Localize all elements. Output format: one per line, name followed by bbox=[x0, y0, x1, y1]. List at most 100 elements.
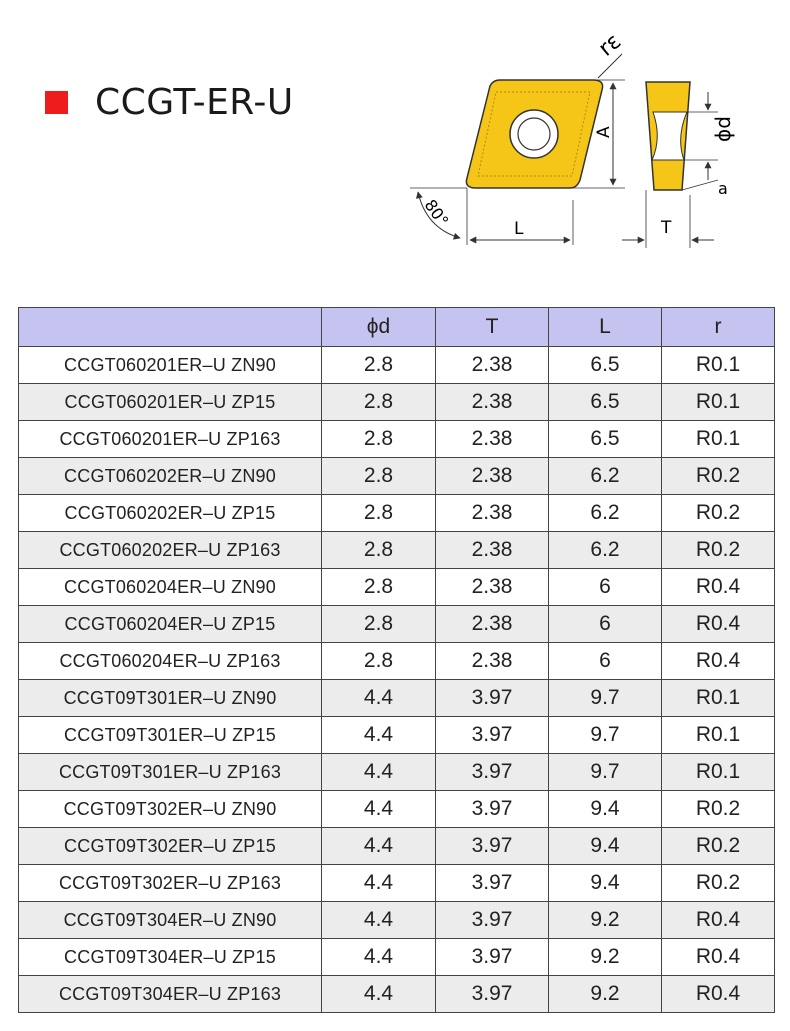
table-row: CCGT09T304ER–U ZP15 4.4 3.97 9.2 R0.4 bbox=[18, 938, 775, 976]
cell-radius: R0.1 bbox=[661, 420, 775, 458]
cell-hole-diameter: 4.4 bbox=[321, 901, 436, 939]
header-hole-diameter: ϕd bbox=[321, 307, 436, 347]
table-row: CCGT09T302ER–U ZP163 4.4 3.97 9.4 R0.2 bbox=[18, 864, 775, 902]
cell-length: 6.5 bbox=[548, 420, 662, 458]
table-header-row: ϕd T L r bbox=[18, 307, 775, 347]
cell-length: 6.2 bbox=[548, 494, 662, 532]
cell-hole-diameter: 4.4 bbox=[321, 975, 436, 1013]
a-label: a bbox=[718, 179, 728, 198]
table-row: CCGT09T301ER–U ZP163 4.4 3.97 9.7 R0.1 bbox=[18, 753, 775, 791]
table-row: CCGT060201ER–U ZN90 2.8 2.38 6.5 R0.1 bbox=[18, 346, 775, 384]
cell-radius: R0.4 bbox=[661, 568, 775, 606]
cell-thickness: 2.38 bbox=[435, 605, 549, 643]
cell-thickness: 3.97 bbox=[435, 938, 549, 976]
cell-radius: R0.4 bbox=[661, 605, 775, 643]
table-row: CCGT060204ER–U ZP15 2.8 2.38 6 R0.4 bbox=[18, 605, 775, 643]
cell-radius: R0.1 bbox=[661, 753, 775, 791]
cell-model: CCGT060201ER–U ZN90 bbox=[18, 346, 322, 384]
cell-model: CCGT060204ER–U ZP163 bbox=[18, 642, 322, 680]
corner-radius-label: rε bbox=[594, 29, 626, 62]
table-row: CCGT060204ER–U ZP163 2.8 2.38 6 R0.4 bbox=[18, 642, 775, 680]
cell-thickness: 3.97 bbox=[435, 716, 549, 754]
cell-hole-diameter: 4.4 bbox=[321, 790, 436, 828]
cell-hole-diameter: 2.8 bbox=[321, 531, 436, 569]
cell-length: 9.7 bbox=[548, 716, 662, 754]
cell-radius: R0.4 bbox=[661, 938, 775, 976]
cell-model: CCGT060202ER–U ZP163 bbox=[18, 531, 322, 569]
cell-radius: R0.4 bbox=[661, 642, 775, 680]
cell-radius: R0.2 bbox=[661, 494, 775, 532]
cell-model: CCGT09T304ER–U ZN90 bbox=[18, 901, 322, 939]
cell-length: 6.5 bbox=[548, 346, 662, 384]
table-row: CCGT060204ER–U ZN90 2.8 2.38 6 R0.4 bbox=[18, 568, 775, 606]
cell-hole-diameter: 2.8 bbox=[321, 642, 436, 680]
table-row: CCGT060202ER–U ZP163 2.8 2.38 6.2 R0.2 bbox=[18, 531, 775, 569]
cell-model: CCGT060201ER–U ZP15 bbox=[18, 383, 322, 421]
cell-radius: R0.2 bbox=[661, 457, 775, 495]
cell-model: CCGT09T302ER–U ZP163 bbox=[18, 864, 322, 902]
cell-radius: R0.2 bbox=[661, 827, 775, 865]
cell-length: 9.2 bbox=[548, 901, 662, 939]
cell-thickness: 3.97 bbox=[435, 679, 549, 717]
cell-length: 9.7 bbox=[548, 679, 662, 717]
cell-hole-diameter: 2.8 bbox=[321, 346, 436, 384]
cell-radius: R0.4 bbox=[661, 975, 775, 1013]
cell-hole-diameter: 4.4 bbox=[321, 753, 436, 791]
cell-thickness: 3.97 bbox=[435, 975, 549, 1013]
cell-model: CCGT09T304ER–U ZP163 bbox=[18, 975, 322, 1013]
cell-radius: R0.1 bbox=[661, 383, 775, 421]
length-label: L bbox=[514, 219, 524, 239]
table-row: CCGT09T301ER–U ZN90 4.4 3.97 9.7 R0.1 bbox=[18, 679, 775, 717]
cell-length: 6 bbox=[548, 568, 662, 606]
cell-model: CCGT09T304ER–U ZP15 bbox=[18, 938, 322, 976]
red-square-icon bbox=[45, 91, 68, 114]
cell-thickness: 2.38 bbox=[435, 420, 549, 458]
cell-thickness: 2.38 bbox=[435, 457, 549, 495]
cell-thickness: 3.97 bbox=[435, 901, 549, 939]
cell-thickness: 3.97 bbox=[435, 864, 549, 902]
table-row: CCGT060201ER–U ZP15 2.8 2.38 6.5 R0.1 bbox=[18, 383, 775, 421]
cell-model: CCGT09T302ER–U ZP15 bbox=[18, 827, 322, 865]
cell-thickness: 2.38 bbox=[435, 642, 549, 680]
cell-model: CCGT060202ER–U ZN90 bbox=[18, 457, 322, 495]
cell-model: CCGT09T301ER–U ZP163 bbox=[18, 753, 322, 791]
cell-thickness: 2.38 bbox=[435, 568, 549, 606]
header-thickness: T bbox=[435, 307, 549, 347]
table-row: CCGT060201ER–U ZP163 2.8 2.38 6.5 R0.1 bbox=[18, 420, 775, 458]
cell-length: 9.2 bbox=[548, 975, 662, 1013]
cell-model: CCGT060204ER–U ZP15 bbox=[18, 605, 322, 643]
cell-radius: R0.2 bbox=[661, 531, 775, 569]
cell-length: 9.7 bbox=[548, 753, 662, 791]
cell-radius: R0.1 bbox=[661, 716, 775, 754]
cell-model: CCGT060201ER–U ZP163 bbox=[18, 420, 322, 458]
hole-label: ϕd bbox=[711, 116, 735, 142]
cell-thickness: 3.97 bbox=[435, 790, 549, 828]
cell-thickness: 2.38 bbox=[435, 383, 549, 421]
cell-model: CCGT060202ER–U ZP15 bbox=[18, 494, 322, 532]
header-length: L bbox=[548, 307, 662, 347]
cell-radius: R0.4 bbox=[661, 901, 775, 939]
cell-model: CCGT060204ER–U ZN90 bbox=[18, 568, 322, 606]
cell-hole-diameter: 2.8 bbox=[321, 420, 436, 458]
table-row: CCGT09T304ER–U ZN90 4.4 3.97 9.2 R0.4 bbox=[18, 901, 775, 939]
cell-length: 6 bbox=[548, 605, 662, 643]
cell-hole-diameter: 2.8 bbox=[321, 568, 436, 606]
cell-thickness: 3.97 bbox=[435, 753, 549, 791]
cell-model: CCGT09T301ER–U ZP15 bbox=[18, 716, 322, 754]
cell-length: 6.2 bbox=[548, 531, 662, 569]
cell-length: 9.4 bbox=[548, 790, 662, 828]
cell-thickness: 2.38 bbox=[435, 494, 549, 532]
table-row: CCGT060202ER–U ZN90 2.8 2.38 6.2 R0.2 bbox=[18, 457, 775, 495]
table-row: CCGT09T301ER–U ZP15 4.4 3.97 9.7 R0.1 bbox=[18, 716, 775, 754]
cell-hole-diameter: 4.4 bbox=[321, 679, 436, 717]
hole-inner bbox=[517, 117, 551, 151]
cell-model: CCGT09T302ER–U ZN90 bbox=[18, 790, 322, 828]
page-title: CCGT-ER-U bbox=[95, 82, 294, 123]
cell-length: 9.4 bbox=[548, 864, 662, 902]
cell-hole-diameter: 2.8 bbox=[321, 605, 436, 643]
cell-radius: R0.2 bbox=[661, 790, 775, 828]
header-model bbox=[18, 307, 322, 347]
cell-hole-diameter: 4.4 bbox=[321, 827, 436, 865]
insert-diagram: rε A L 80° ϕd a T bbox=[410, 29, 735, 248]
cell-length: 9.4 bbox=[548, 827, 662, 865]
